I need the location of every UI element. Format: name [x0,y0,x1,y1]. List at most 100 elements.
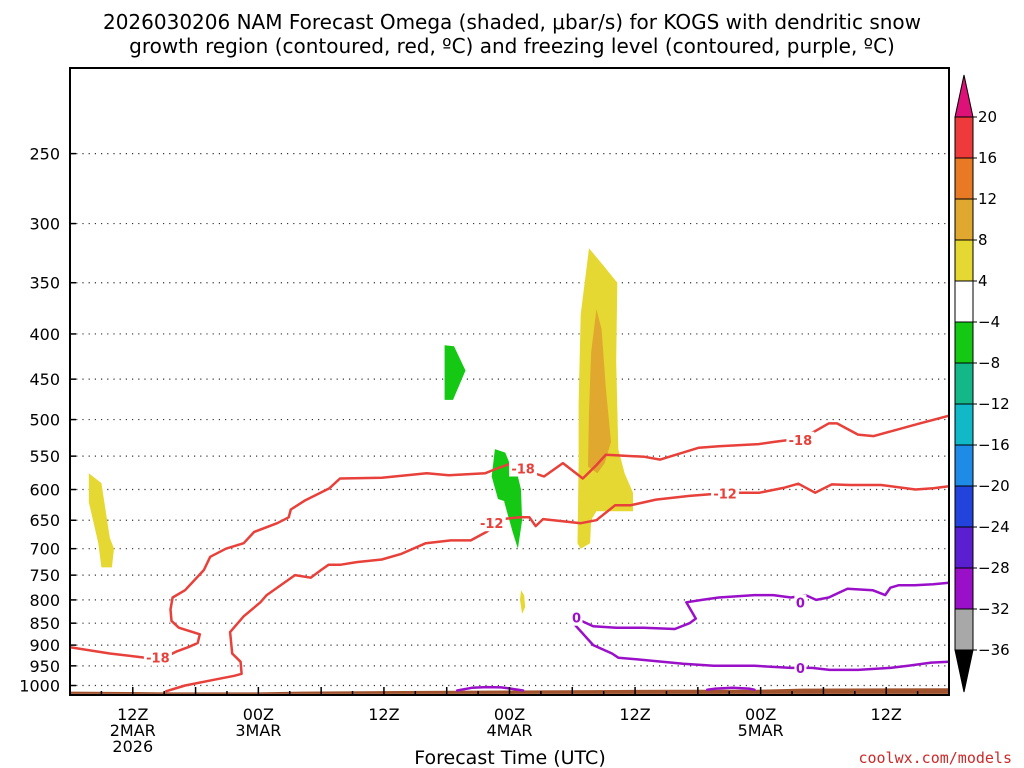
x-tick-label-18-0: 00Z [243,705,274,724]
y-tick-label-450: 450 [29,370,60,389]
contour-label-bg [477,515,506,532]
contour-labels: -18 -18 -18 -12 -12 0 0 0 [143,431,815,677]
contour-line-1 [70,463,510,659]
x-tick-label-42-0: 00Z [494,705,525,724]
y-tick-label-250: 250 [29,145,60,164]
y-tick-label-750: 750 [29,566,60,585]
contour-line-0 [507,414,949,480]
colorbar-tick-label-0: 20 [978,108,997,126]
contour-label-upper-18: -18 [786,431,815,449]
y-tick-label-550: 550 [29,447,60,466]
contour-label-lower-18: -18 [143,649,172,667]
colorbar-swatch-4 [954,280,974,323]
x-tick-label-6-0: 12Z [117,705,148,724]
colorbar-swatch-1 [954,157,974,200]
contour-label-text: -12 [480,517,504,532]
colorbar-swatch-7 [954,403,974,446]
colorbar-swatch-9 [954,485,974,528]
y-tick-label-600: 600 [29,481,60,500]
contour-line-5 [455,685,525,692]
y-tick-label-900: 900 [29,636,60,655]
colorbar-tick-label-13: −36 [978,641,1010,659]
colorbar: 20 16 12 8 4 −4 −8 −12 −16 −20 −24 −28 −32 −36 [954,74,1010,693]
y-tick-label-500: 500 [29,411,60,430]
y-tick-label-300: 300 [29,215,60,234]
contour-label-mid-18: -18 [509,460,538,477]
contours [70,414,949,693]
colorbar-swatch-10 [954,526,974,569]
contour-label-bg [509,460,538,477]
colorbar-tick-label-2: 12 [978,190,997,208]
y-tick-label-650: 650 [29,511,60,530]
contour-label-bg [711,485,740,502]
y-tick-label-800: 800 [29,591,60,610]
colorbar-top-triangle [954,74,974,118]
colorbar-tick-label-5: −4 [978,313,1000,331]
colorbar-tick-label-3: 8 [978,231,988,249]
contour-line-6 [706,686,756,691]
x-tick-label-78-0: 12Z [871,705,902,724]
y-tick-label-1000: 1000 [19,677,60,696]
colorbar-swatch-8 [954,444,974,487]
y-tick-label-950: 950 [29,657,60,676]
y-tick-label-350: 350 [29,274,60,293]
y-tick-label-850: 850 [29,614,60,633]
colorbar-tick-label-10: −24 [978,518,1010,536]
contour-label-text: 0 [796,662,805,677]
colorbar-swatch-3 [954,239,974,282]
omega-region-0 [88,473,114,568]
x-tick-label-42-1: 4MAR [486,721,532,740]
chart-title-line-2: growth region (contoured, red, ºC) and f… [129,34,895,58]
contour-line-4 [574,624,949,672]
colorbar-tick-label-9: −20 [978,477,1010,495]
contour-label-m12-a: -12 [477,515,506,532]
colorbar-tick-label-1: 16 [978,149,997,167]
contour-label-text: 0 [572,612,581,627]
colorbar-swatch-6 [954,362,974,405]
colorbar-tick-label-7: −12 [978,395,1010,413]
y-axis-ticks: 250 300 350 400 450 500 550 600 650 700 750 800 850 9… [19,145,76,696]
contour-label-text: -18 [511,462,535,477]
x-tick-label-66-0: 00Z [745,705,776,724]
y-tick-label-700: 700 [29,540,60,559]
contour-label-bg [570,609,583,626]
gridlines [70,153,949,687]
contour-label-text: -12 [713,487,737,502]
x-axis-label: Forecast Time (UTC) [414,747,605,768]
contour-label-bg [143,649,172,666]
x-tick-label-6-1: 2MAR [110,721,156,740]
contour-label-text: 0 [796,596,805,611]
chart-title-line-1: 2026030206 NAM Forecast Omega (shaded, μ… [103,10,921,34]
colorbar-tick-label-11: −28 [978,559,1010,577]
x-tick-label-30-0: 12Z [368,705,399,724]
omega-region-6 [588,309,611,474]
colorbar-tick-label-4: 4 [978,272,988,290]
y-tick-label-400: 400 [29,325,60,344]
omega-region-1 [444,345,466,400]
colorbar-swatch-12 [954,608,974,651]
contour-label-m12-b: -12 [711,485,740,502]
contour-label-fz-a: 0 [794,594,807,611]
colorbar-tick-label-12: −32 [978,600,1010,618]
x-tick-label-54-0: 12Z [619,705,650,724]
contour-label-bg [786,431,815,448]
contour-label-fz-c: 0 [794,659,807,677]
colorbar-bottom-triangle [954,649,974,693]
colorbar-swatch-5 [954,321,974,364]
contour-line-2 [165,482,949,693]
contour-label-text: -18 [789,434,813,449]
omega-region-3 [504,463,523,549]
contour-label-bg [794,594,807,611]
colorbar-swatch-11 [954,567,974,610]
credit-text: coolwx.com/models [858,749,1012,767]
colorbar-swatch-0 [954,116,974,159]
x-tick-label-18-1: 3MAR [235,721,281,740]
colorbar-tick-label-8: −16 [978,436,1010,454]
x-tick-label-6-2: 2026 [112,737,153,756]
contour-line-3 [575,581,949,631]
colorbar-tick-label-6: −8 [978,354,1000,372]
contour-label-text: -18 [146,652,170,667]
contour-label-bg [794,659,807,676]
